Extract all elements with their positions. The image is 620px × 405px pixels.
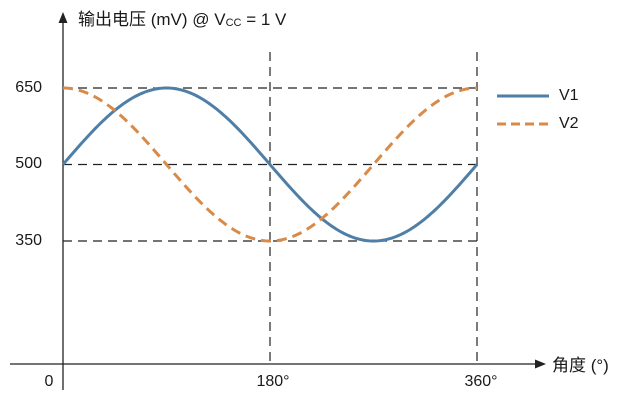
- legend-label: V1: [559, 87, 579, 104]
- axes: [10, 12, 546, 390]
- data-series: [61, 86, 479, 243]
- series-v1-line: [61, 86, 479, 243]
- x-tick-180: 180°: [256, 373, 290, 390]
- y-tick-350: 350: [15, 232, 42, 249]
- x-axis-title: 角度 (°): [552, 356, 609, 375]
- legend-swatch-dashed-line-icon: [497, 122, 549, 126]
- y-axis-title-text: 输出电压 (mV) @ V: [78, 10, 226, 29]
- y-axis-arrow-icon: [58, 12, 68, 23]
- series-v2-line: [62, 86, 478, 243]
- legend-item-v1: V1: [497, 86, 579, 106]
- y-axis-title: 输出电压 (mV) @ VCC = 1 V: [78, 11, 286, 32]
- y-axis-title-tail: = 1 V: [241, 10, 287, 29]
- x-tick-360: 360°: [464, 373, 498, 390]
- x-tick-0: 0: [44, 373, 54, 390]
- reference-gridlines: [63, 52, 478, 364]
- legend-item-v2: V2: [497, 114, 579, 134]
- legend-label: V2: [559, 115, 579, 132]
- y-axis-title-subscript: CC: [225, 17, 242, 29]
- x-axis-arrow-icon: [535, 359, 546, 369]
- legend-swatch-solid-line-icon: [497, 94, 549, 98]
- y-tick-500: 500: [15, 155, 42, 172]
- y-tick-650: 650: [15, 79, 42, 96]
